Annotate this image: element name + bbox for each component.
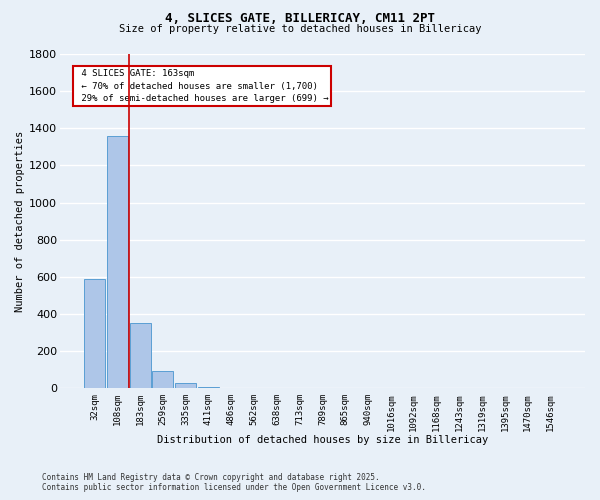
Bar [107, 136, 128, 388]
Text: 4 SLICES GATE: 163sqm
 ← 70% of detached houses are smaller (1,700)
 29% of semi: 4 SLICES GATE: 163sqm ← 70% of detached … [76, 69, 328, 103]
Bar [130, 324, 151, 388]
Bar [198, 387, 219, 388]
Text: Contains HM Land Registry data © Crown copyright and database right 2025.
Contai: Contains HM Land Registry data © Crown c… [42, 473, 426, 492]
Bar [175, 383, 196, 388]
Text: Size of property relative to detached houses in Billericay: Size of property relative to detached ho… [119, 24, 481, 34]
X-axis label: Distribution of detached houses by size in Billericay: Distribution of detached houses by size … [157, 435, 488, 445]
Bar [152, 370, 173, 388]
Text: 4, SLICES GATE, BILLERICAY, CM11 2PT: 4, SLICES GATE, BILLERICAY, CM11 2PT [165, 12, 435, 26]
Y-axis label: Number of detached properties: Number of detached properties [15, 130, 25, 312]
Bar [84, 279, 105, 388]
